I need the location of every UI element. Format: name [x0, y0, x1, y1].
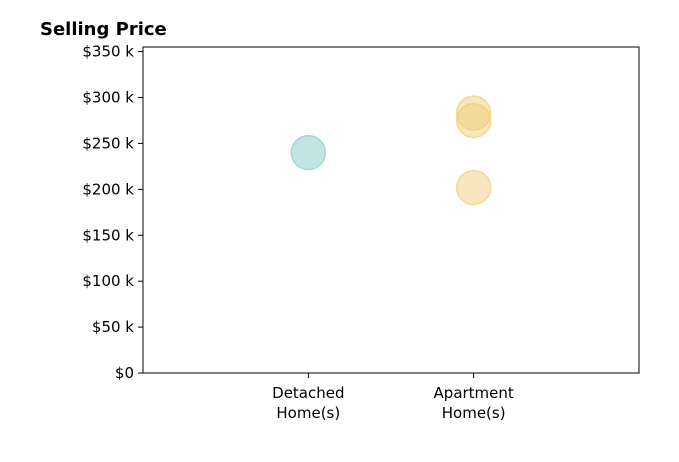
- x-axis: Detached Home(s) Apartment Home(s): [272, 373, 514, 422]
- plot-area: [290, 95, 492, 206]
- x-tick-label: Apartment Home(s): [434, 384, 514, 422]
- data-point: [455, 169, 492, 206]
- data-point: [455, 102, 492, 139]
- y-tick-label: $200 k: [82, 180, 134, 198]
- data-point: [455, 95, 492, 131]
- y-tick-label: $300 k: [82, 89, 134, 107]
- data-point: [290, 134, 327, 171]
- y-tick-label: $250 k: [82, 134, 134, 152]
- y-tick-label: $50 k: [92, 318, 134, 336]
- y-tick-label: $150 k: [82, 226, 134, 244]
- y-tick-label: $350 k: [82, 43, 134, 61]
- plot-frame: [142, 46, 640, 374]
- y-tick-label: $100 k: [82, 272, 134, 290]
- x-tick-label: Detached Home(s): [272, 384, 344, 422]
- y-axis: $0 $50 k $100 k $150 k $200 k $250 k $300 k $35…: [82, 43, 143, 382]
- y-tick-label: $0: [115, 364, 134, 382]
- chart-title: Selling Price: [40, 19, 167, 40]
